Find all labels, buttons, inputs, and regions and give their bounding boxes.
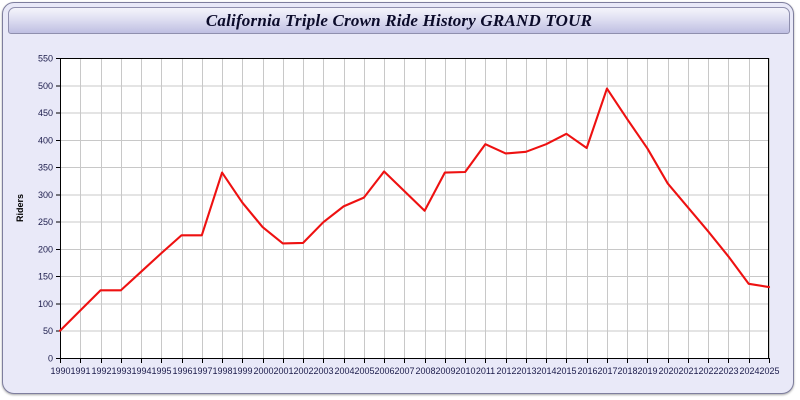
x-tick-label: 2020 [658, 366, 678, 376]
x-tick-label: 1996 [172, 366, 192, 376]
x-tick-label: 1992 [91, 366, 111, 376]
x-tick-label: 2011 [476, 366, 495, 376]
chart-panel: California Triple Crown Ride History GRA… [2, 2, 794, 394]
y-tick-label: 100 [38, 299, 53, 309]
x-tick-label: 2004 [334, 366, 354, 376]
x-tick-label: 1990 [50, 366, 70, 376]
x-tick-label: 2010 [455, 366, 475, 376]
y-tick-label: 300 [38, 190, 53, 200]
x-tick-label: 1993 [111, 366, 131, 376]
chart-plot-container: 0 50 100 150 200 250 300 350 400 450 500 550 1990 199… [3, 39, 793, 391]
x-tick-label: 2018 [617, 366, 637, 376]
x-tick-label: 2022 [698, 366, 718, 376]
y-tick-label: 150 [38, 272, 53, 282]
x-tick-label: 2007 [394, 366, 414, 376]
x-tick-label: 1994 [131, 366, 151, 376]
y-tick-label: 400 [38, 135, 53, 145]
x-tick-label: 2019 [637, 366, 657, 376]
y-tick-label: 500 [38, 81, 53, 91]
x-tick-label: 1995 [151, 366, 171, 376]
y-tick-label: 550 [38, 54, 53, 64]
x-tick-label: 2003 [313, 366, 333, 376]
x-tick-label: 1998 [212, 366, 232, 376]
plot-background [60, 58, 769, 358]
x-tick-label: 2005 [354, 366, 374, 376]
y-tick-label: 50 [43, 326, 53, 336]
page-title: California Triple Crown Ride History GRA… [205, 10, 593, 30]
x-tick-label: 2016 [577, 366, 597, 376]
x-tick-label: 2017 [597, 366, 617, 376]
chart-title-bar: California Triple Crown Ride History GRA… [8, 7, 790, 34]
x-tick-label: 2023 [718, 366, 738, 376]
y-tick-label: 350 [38, 163, 53, 173]
y-tick-label: 0 [48, 354, 53, 364]
x-tick-label: 2012 [496, 366, 516, 376]
y-tick-label: 250 [38, 217, 53, 227]
x-tick-label: 2025 [759, 366, 779, 376]
y-tick-label: 200 [38, 244, 53, 254]
data-series-1 [58, 87, 771, 332]
x-tick-label: 2002 [293, 366, 313, 376]
x-tick-label: 2021 [678, 366, 698, 376]
x-tick-label: 1997 [192, 366, 212, 376]
y-tick-label: 450 [38, 108, 53, 118]
x-tick-label: 2014 [536, 366, 556, 376]
x-tick-label: 2013 [516, 366, 536, 376]
x-tick-label: 1991 [70, 366, 90, 376]
x-tick-label: 2015 [556, 366, 576, 376]
x-tick-label: 2006 [374, 366, 394, 376]
x-tick-label: 1999 [232, 366, 252, 376]
x-tick-label: 2000 [253, 366, 273, 376]
x-tick-label: 2008 [415, 366, 435, 376]
x-tick-label: 2024 [739, 366, 759, 376]
y-axis-title: Riders [15, 194, 25, 222]
x-tick-label: 2009 [435, 366, 455, 376]
x-tick-label: 2001 [273, 366, 293, 376]
